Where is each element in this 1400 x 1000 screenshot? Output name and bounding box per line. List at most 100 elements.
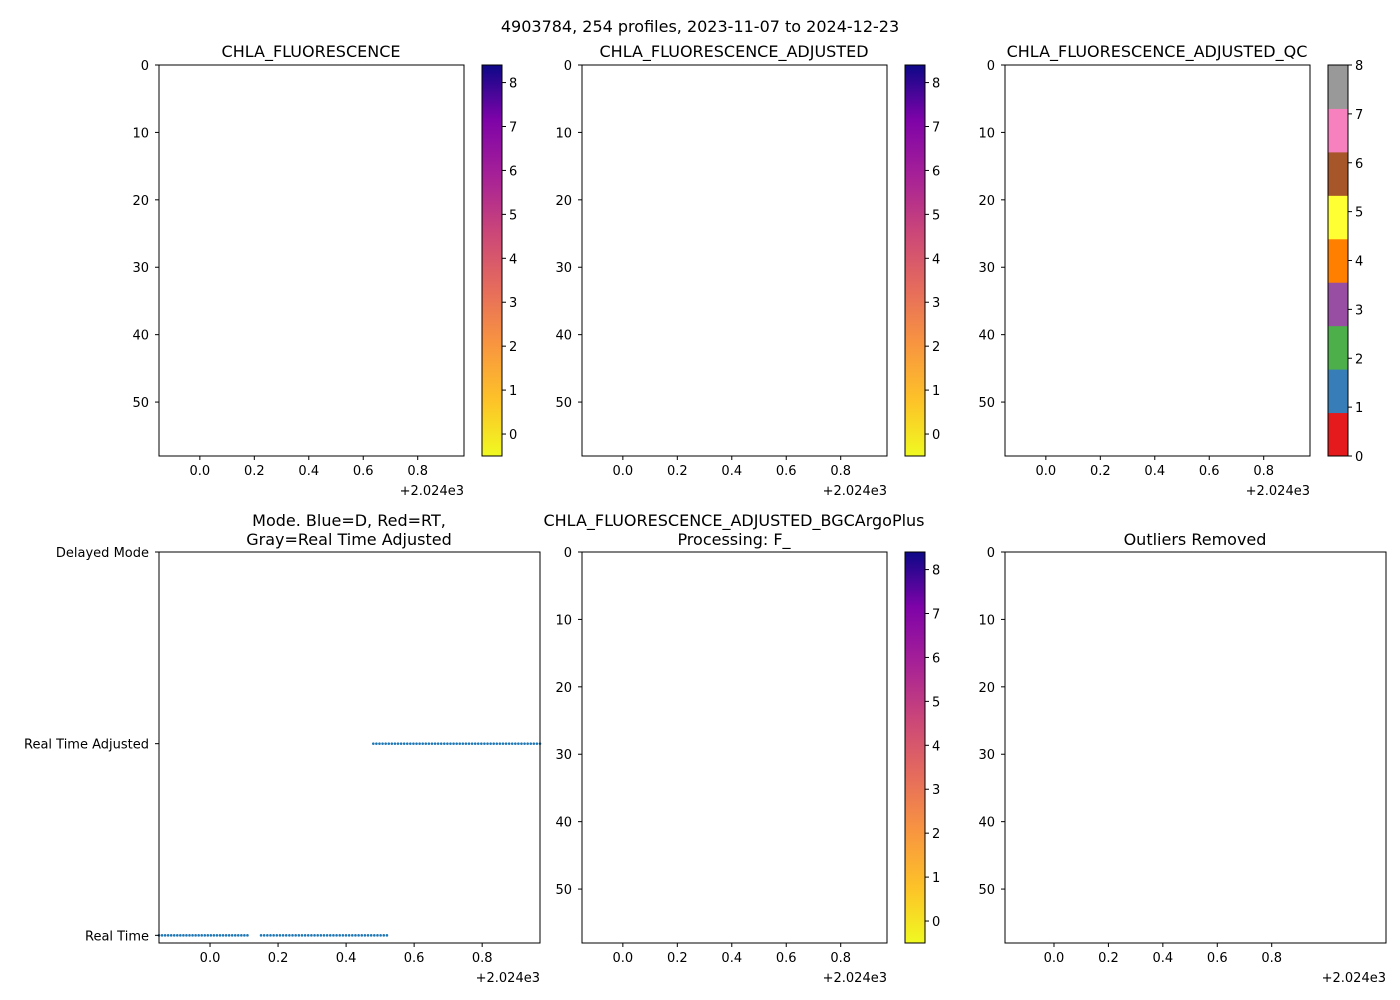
x-tick-label: 0.2: [667, 464, 688, 479]
data-point: [297, 934, 301, 937]
data-point: [495, 742, 499, 745]
data-point: [390, 742, 394, 745]
data-point: [175, 934, 179, 937]
colorbar-tick-label: 6: [1355, 157, 1363, 172]
y-tick-label: Real Time: [85, 929, 149, 944]
data-point: [498, 742, 502, 745]
x-tick-label: 0.2: [244, 464, 265, 479]
colorbar-tick-label: 7: [509, 121, 517, 136]
x-tick-label: 0.4: [336, 951, 357, 966]
data-point: [535, 742, 539, 745]
x-tick-label: 0.6: [353, 464, 374, 479]
y-tick-label: 30: [132, 261, 149, 276]
panel-chla-fluorescence-adjusted: CHLA_FLUORESCENCE_ADJUSTED: [599, 42, 868, 62]
x-offset-label: +2.024e3: [1322, 971, 1386, 986]
colorbar-tick-label: 8: [932, 564, 940, 579]
data-point: [200, 934, 203, 937]
panel-title: CHLA_FLUORESCENCE_ADJUSTED: [599, 42, 868, 62]
colorbar-tick-label: 5: [932, 208, 940, 223]
y-tick-label: Delayed Mode: [56, 546, 149, 561]
x-tick-label: 0.6: [1199, 464, 1220, 479]
data-point: [185, 934, 188, 937]
data-point: [424, 742, 428, 745]
colorbar-tick-label: 7: [932, 608, 940, 623]
x-tick-label: 0.4: [721, 951, 742, 966]
panel-title: Outliers Removed: [1124, 530, 1267, 549]
data-point: [275, 934, 279, 937]
data-point: [227, 934, 231, 937]
colorbar-gradient: [905, 552, 925, 943]
colorbar-tick-label: 0: [509, 428, 517, 443]
y-tick-label: 40: [978, 329, 995, 344]
data-point: [313, 934, 316, 937]
y-tick-label: 20: [978, 681, 995, 696]
x-tick-label: 0.4: [298, 464, 319, 479]
colorbar-segment: [1328, 325, 1348, 370]
y-tick-label: 0: [987, 59, 995, 74]
data-point: [421, 742, 425, 745]
data-point: [278, 934, 282, 937]
data-point: [272, 934, 275, 937]
data-point: [405, 742, 409, 745]
figure-suptitle: 4903784, 254 profiles, 2023-11-07 to 202…: [501, 17, 899, 36]
data-point: [224, 934, 228, 937]
y-tick-label: 30: [555, 748, 572, 763]
data-point: [412, 742, 415, 745]
data-point: [430, 742, 434, 745]
data-point: [373, 934, 376, 937]
data-point: [316, 934, 319, 937]
data-point: [191, 934, 194, 937]
colorbar-tick-label: 2: [1355, 352, 1363, 367]
colorbar-tick-label: 0: [1355, 450, 1363, 465]
data-point: [385, 934, 389, 937]
colorbar-tick-label: 0: [932, 915, 940, 930]
panel-chla-fluorescence: CHLA_FLUORESCENCE: [222, 42, 401, 62]
data-point: [402, 742, 406, 745]
data-point: [194, 934, 197, 937]
axes-frame: [581, 64, 888, 457]
x-tick-label: 0.8: [830, 951, 851, 966]
data-point: [476, 742, 480, 745]
y-tick-label: 30: [978, 261, 995, 276]
panel-outliers-removed: Outliers Removed: [1124, 530, 1267, 549]
colorbar-tick-label: 1: [932, 384, 940, 399]
y-tick-label: 40: [132, 329, 149, 344]
y-tick-label: 10: [978, 126, 995, 141]
data-point: [529, 742, 533, 745]
y-tick-label: Real Time Adjusted: [24, 738, 149, 753]
x-tick-label: 0.6: [1207, 951, 1228, 966]
data-point: [375, 742, 378, 745]
data-point: [514, 742, 517, 745]
y-tick-label: 10: [555, 613, 572, 628]
data-point: [446, 742, 449, 745]
y-tick-label: 0: [987, 546, 995, 561]
data-point: [439, 742, 443, 745]
data-point: [363, 934, 367, 937]
x-tick-label: 0.4: [1144, 464, 1165, 479]
data-point: [179, 934, 182, 937]
colorbar: 0 1 2 3 4 5 6 7 8: [904, 551, 940, 944]
colorbar-tick-label: 5: [509, 208, 517, 223]
colorbar-tick-label: 5: [1355, 206, 1363, 221]
data-point: [461, 742, 465, 745]
data-point: [341, 934, 345, 937]
data-point: [166, 934, 170, 937]
colorbar-tick-label: 8: [932, 77, 940, 92]
data-point: [473, 742, 477, 745]
colorbar: 0 1 2 3 4 5 6 7 8: [904, 64, 940, 457]
data-point: [291, 934, 294, 937]
data-point: [325, 934, 329, 937]
y-tick-label: 0: [564, 59, 572, 74]
colorbar: 0 1 2 3 4 5 6 7 8: [481, 64, 517, 457]
plot-p2: 0.0 0.2 0.4 0.6 0.8 +2.024e3 0 10 20 30 40 50 0 1 2 3 4 5…: [555, 59, 940, 499]
colorbar-tick-label: 7: [932, 121, 940, 136]
x-offset-label: +2.024e3: [823, 971, 887, 986]
data-point: [322, 934, 326, 937]
colorbar-tick-label: 1: [1355, 401, 1363, 416]
panel-title: Mode. Blue=D, Red=RT,: [252, 511, 446, 530]
data-point: [458, 742, 462, 745]
colorbar-tick-label: 6: [932, 651, 940, 666]
data-point: [259, 934, 263, 937]
colorbar-tick-label: 6: [509, 164, 517, 179]
x-tick-label: 0.4: [1152, 951, 1173, 966]
